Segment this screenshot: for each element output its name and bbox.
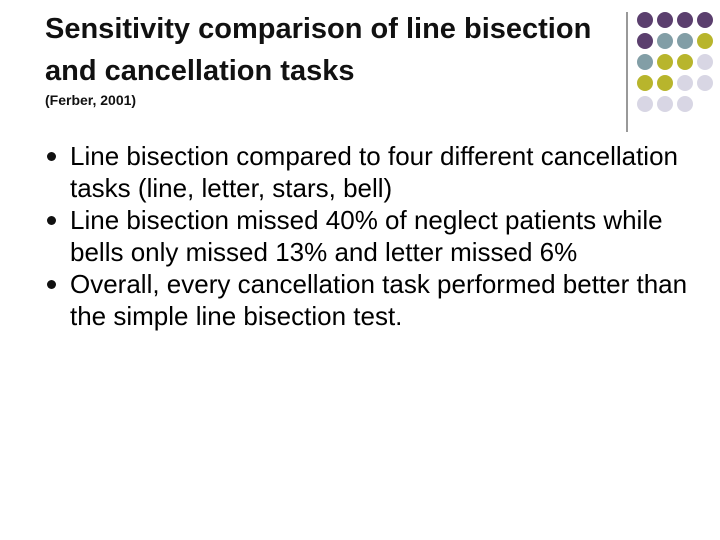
decoration xyxy=(626,12,713,132)
bullet-list: Line bisection compared to four differen… xyxy=(45,140,695,332)
bullet: Line bisection missed 40% of neglect pat… xyxy=(45,204,695,268)
slide-title: Sensitivity comparison of line bisection… xyxy=(45,13,592,87)
citation: (Ferber, 2001) xyxy=(45,92,137,108)
dot-grid xyxy=(637,12,713,112)
bullet: Line bisection compared to four differen… xyxy=(45,140,695,204)
bullet: Overall, every cancellation task perform… xyxy=(45,268,695,332)
